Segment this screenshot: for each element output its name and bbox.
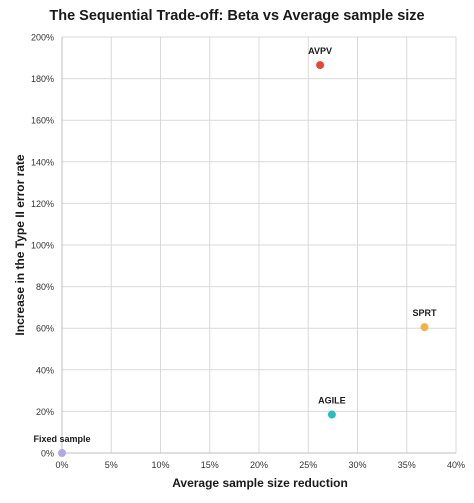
- x-tick-label: 15%: [201, 460, 219, 470]
- y-tick-label: 120%: [31, 199, 54, 209]
- data-label: SPRT: [412, 308, 437, 318]
- y-tick-label: 60%: [36, 324, 54, 334]
- x-tick-label: 20%: [250, 460, 268, 470]
- x-tick-label: 30%: [348, 460, 366, 470]
- y-tick-label: 180%: [31, 74, 54, 84]
- y-tick-label: 200%: [31, 33, 54, 43]
- x-tick-label: 40%: [447, 460, 465, 470]
- x-tick-label: 5%: [105, 460, 118, 470]
- chart-title: The Sequential Trade-off: Beta vs Averag…: [49, 8, 425, 24]
- data-point: [327, 410, 336, 419]
- x-axis-label: Average sample size reduction: [172, 476, 348, 490]
- data-point: [420, 323, 429, 332]
- y-tick-label: 20%: [36, 407, 54, 417]
- data-label: AVPV: [308, 46, 332, 56]
- x-tick-label: 35%: [398, 460, 416, 470]
- y-tick-label: 40%: [36, 365, 54, 375]
- y-tick-label: 100%: [31, 241, 54, 251]
- y-tick-label: 160%: [31, 116, 54, 126]
- y-tick-label: 0%: [41, 449, 54, 459]
- data-point: [316, 61, 325, 70]
- x-tick-label: 10%: [151, 460, 169, 470]
- data-point: [58, 449, 66, 457]
- x-tick-label: 25%: [299, 460, 317, 470]
- y-tick-label: 140%: [31, 157, 54, 167]
- y-tick-label: 80%: [36, 282, 54, 292]
- data-label: Fixed sample: [33, 434, 90, 444]
- data-label: AGILE: [318, 396, 346, 406]
- x-tick-label: 0%: [55, 460, 68, 470]
